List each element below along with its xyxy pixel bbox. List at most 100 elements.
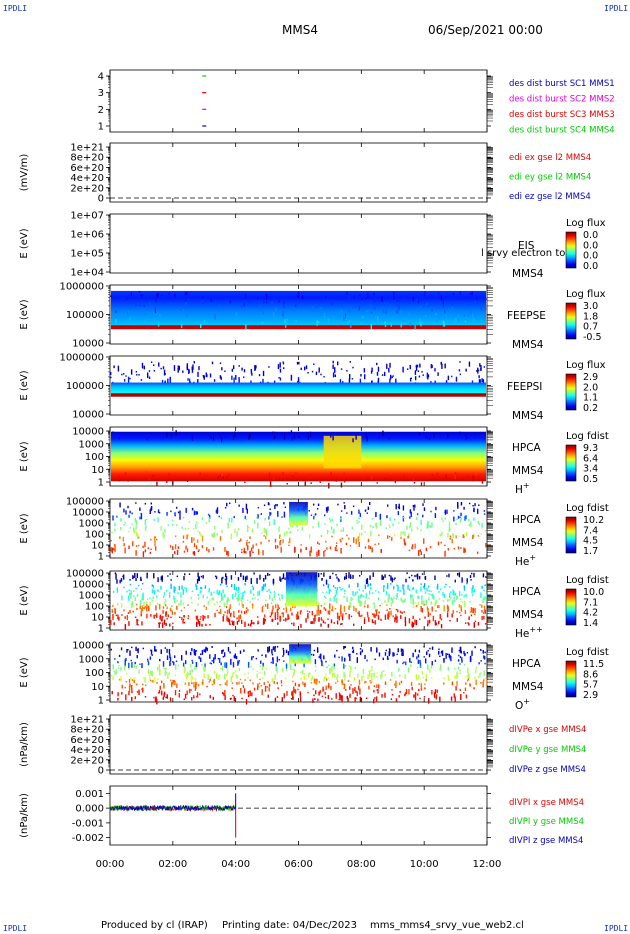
feepsi-pixel: [445, 380, 448, 383]
feepse-pixel: [443, 310, 446, 313]
hpca-o-pixel: [227, 647, 230, 652]
hpca-hepp-pixel: [278, 607, 280, 609]
hpca-he-pixel: [444, 517, 446, 520]
hpca-he-pixel: [250, 547, 253, 552]
hpca-o-pixel: [281, 697, 283, 703]
hpca-o-pixel: [135, 665, 138, 669]
feepsi-pixel: [231, 368, 234, 372]
hpca-o-pixel: [355, 697, 357, 700]
hpca-o-pixel: [486, 679, 488, 686]
hpca-hepp-pixel: [261, 606, 264, 613]
feepse-pixel: [323, 315, 326, 320]
hpca-he-pixel: [228, 518, 231, 523]
hpca-hepp-pixel: [261, 586, 264, 591]
hpca-he-pixel: [212, 533, 214, 538]
hpca-o-pixel: [183, 698, 185, 701]
divpe-ytick-label: 1e+21: [70, 715, 104, 726]
hpca-o-pixel: [397, 648, 399, 653]
hpca-he-pixel: [230, 533, 233, 540]
hpca-he-species-charge: +: [529, 553, 536, 562]
hpca-hepp-pixel: [323, 602, 326, 605]
hpca-o-pixel: [300, 671, 302, 673]
hpca-he-pixel: [483, 513, 486, 515]
hpca-o-pixel: [291, 675, 294, 678]
feepsi-pixel: [315, 371, 318, 376]
hpca-o-pixel: [316, 647, 319, 653]
hpca-h-ytick-label: 1000: [79, 439, 104, 450]
hpca-hepp-pixel: [157, 577, 159, 583]
hpca-h-pixel: [268, 472, 271, 479]
hpca-o-pixel: [433, 692, 436, 698]
feepse-pixel: [316, 304, 318, 308]
hpca-he-pixel: [263, 527, 265, 533]
hpca-he-pixel: [402, 532, 404, 534]
hpca-he-pixel: [133, 527, 135, 533]
hpca-o-pixel: [211, 683, 214, 686]
hpca-hepp-pixel: [454, 592, 457, 596]
hpca-h-pixel: [217, 476, 220, 480]
hpca-o-pixel: [292, 680, 294, 683]
hpca-he-pixel: [408, 525, 411, 529]
hpca-o-pixel: [431, 646, 434, 650]
hpca-he-pixel: [386, 515, 388, 519]
hpca-hepp-burst-region: [285, 572, 318, 607]
hpca-o-pixel: [338, 698, 340, 701]
hpca-hepp-pixel: [195, 615, 198, 620]
hpca-o-pixel: [435, 694, 438, 696]
hpca-hepp-pixel: [446, 613, 449, 618]
hpca-hepp-pixel: [134, 597, 136, 602]
feepse-pixel: [448, 319, 451, 324]
hpca-hepp-pixel: [443, 593, 446, 599]
feepse-pixel: [180, 324, 183, 329]
hpca-h-species-label: H+: [515, 481, 530, 496]
hpca-hepp-pixel: [311, 621, 313, 624]
hpca-hepp-pixel: [174, 586, 177, 591]
hpca-hepp-pixel: [162, 609, 164, 614]
hpca-hepp-pixel: [216, 589, 218, 595]
hpca-hepp-pixel: [225, 605, 228, 609]
hpca-o-pixel: [117, 692, 119, 697]
hpca-he-pixel: [483, 510, 486, 512]
hpca-he-cbar-tick: 7.4: [583, 525, 598, 536]
hpca-o-pixel: [475, 666, 478, 669]
hpca-hepp-pixel: [245, 607, 248, 609]
hpca-hepp-pixel: [408, 618, 411, 624]
hpca-hepp-pixel: [318, 602, 320, 607]
hpca-o-pixel: [287, 651, 290, 656]
hpca-o-pixel: [195, 650, 197, 652]
hpca-he-pixel: [428, 525, 431, 528]
hpca-o-pixel: [274, 646, 276, 652]
hpca-he-pixel: [255, 543, 258, 546]
hpca-hepp-pixel: [141, 597, 143, 601]
hpca-hepp-pixel: [463, 585, 465, 588]
hpca-hepp-pixel: [414, 602, 416, 604]
hpca-he-pixel: [245, 518, 248, 521]
eis-ytick-label: 1e+06: [70, 230, 104, 241]
hpca-o-pixel: [204, 666, 206, 672]
hpca-hepp-pixel: [226, 609, 229, 615]
feepse-pixel: [419, 318, 421, 325]
hpca-hepp-pixel: [160, 576, 162, 581]
hpca-o-pixel: [368, 670, 370, 673]
hpca-o-pixel: [327, 694, 330, 700]
hpca-hepp-pixel: [431, 606, 433, 612]
hpca-h-pixel: [356, 473, 358, 476]
hpca-h-pixel: [186, 473, 189, 475]
hpca-o-pixel: [393, 652, 395, 657]
hpca-o-pixel: [268, 687, 270, 692]
hpca-o-pixel: [226, 680, 228, 686]
hpca-he-pixel: [214, 525, 216, 530]
hpca-he-pixel: [153, 518, 155, 522]
hpca-o-pixel: [144, 696, 147, 698]
hpca-o-pixel: [457, 666, 459, 670]
hpca-o-pixel: [459, 646, 462, 652]
feepse-pixel: [470, 309, 472, 315]
hpca-he-pixel: [409, 516, 411, 519]
hpca-hepp-pixel: [209, 599, 211, 601]
hpca-hepp-pixel: [204, 615, 206, 619]
feepsi-pixel: [348, 373, 351, 380]
hpca-he-pixel: [213, 532, 215, 538]
hpca-o-pixel: [195, 681, 197, 686]
hpca-o-pixel: [484, 677, 486, 680]
hpca-hepp-pixel: [146, 598, 149, 601]
